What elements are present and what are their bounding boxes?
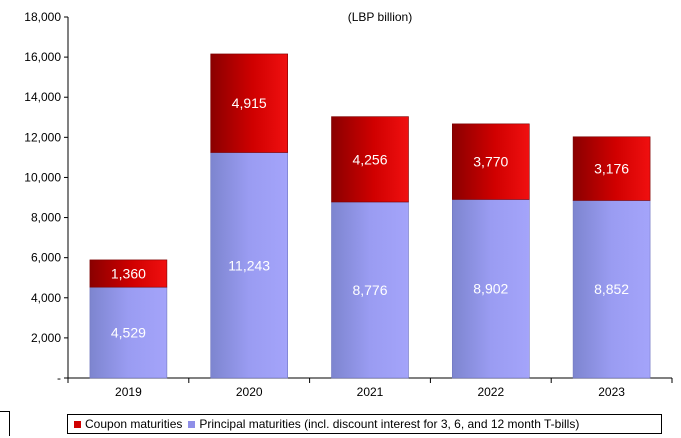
units-note: (LBP billion) bbox=[348, 10, 412, 24]
coupon-data-label: 1,360 bbox=[111, 266, 146, 282]
coupon-bar bbox=[572, 136, 651, 201]
principal-bar bbox=[89, 286, 168, 379]
y-tick-label: 18,000 bbox=[24, 10, 61, 24]
y-tick-label: - bbox=[57, 371, 61, 385]
legend-item-coupon: Coupon maturities bbox=[74, 417, 182, 431]
coupon-data-label: 3,770 bbox=[473, 154, 508, 170]
y-tick-label: 16,000 bbox=[24, 50, 61, 64]
principal-data-label: 8,776 bbox=[352, 282, 387, 298]
principal-data-label: 8,902 bbox=[473, 281, 508, 297]
y-tick-label: 12,000 bbox=[24, 130, 61, 144]
legend: Coupon maturities Principal maturities (… bbox=[67, 414, 662, 434]
x-tick-label: 2023 bbox=[598, 385, 625, 399]
y-tick-label: 10,000 bbox=[24, 170, 61, 184]
y-tick-label: 14,000 bbox=[24, 90, 61, 104]
coupon-data-label: 4,915 bbox=[232, 95, 267, 111]
legend-label-principal: Principal maturities (incl. discount int… bbox=[199, 417, 580, 431]
x-tick-label: 2019 bbox=[115, 385, 142, 399]
coupon-bar bbox=[210, 53, 288, 153]
legend-item-principal: Principal maturities (incl. discount int… bbox=[188, 417, 579, 431]
principal-bar bbox=[451, 199, 530, 379]
legend-swatch-principal bbox=[188, 420, 196, 428]
stacked-bar-chart: (LBP billion) - 2,000 4,000 6,000 8,000 10,00… bbox=[24, 10, 673, 399]
bars: 4,529 1,360 11,243 4,915 8,776 4,256 8,902 3,77… bbox=[89, 53, 651, 379]
x-tick-label: 2020 bbox=[236, 385, 263, 399]
x-tick-label: 2021 bbox=[357, 385, 384, 399]
principal-bar bbox=[210, 152, 288, 379]
y-tick-label: 6,000 bbox=[31, 251, 61, 265]
y-tick-label: 2,000 bbox=[31, 331, 61, 345]
principal-bar bbox=[331, 201, 409, 379]
principal-bar bbox=[572, 200, 651, 379]
legend-label-coupon: Coupon maturities bbox=[85, 417, 183, 431]
coupon-bar bbox=[331, 116, 409, 203]
axes: - 2,000 4,000 6,000 8,000 10,000 12,000 14,000 1… bbox=[24, 10, 673, 399]
principal-data-label: 4,529 bbox=[111, 325, 146, 341]
principal-data-label: 8,852 bbox=[594, 281, 629, 297]
coupon-data-label: 3,176 bbox=[594, 161, 629, 177]
y-tick-label: 4,000 bbox=[31, 291, 61, 305]
coupon-bar bbox=[451, 123, 530, 200]
y-tick-label: 8,000 bbox=[31, 211, 61, 225]
x-tick-label: 2022 bbox=[477, 385, 504, 399]
coupon-bar bbox=[89, 259, 168, 288]
principal-data-label: 11,243 bbox=[228, 257, 270, 273]
legend-edge-fragment bbox=[0, 411, 10, 436]
coupon-data-label: 4,256 bbox=[352, 151, 387, 167]
legend-swatch-coupon bbox=[74, 420, 81, 428]
